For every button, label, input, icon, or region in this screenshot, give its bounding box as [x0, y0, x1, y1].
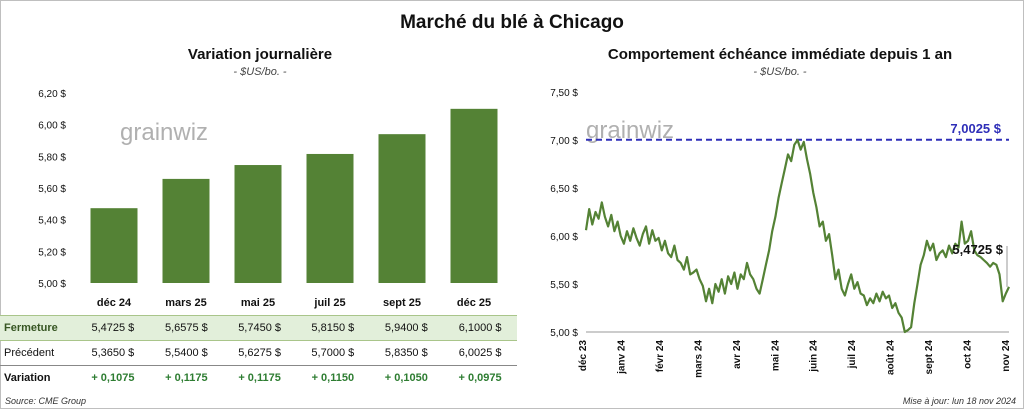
x-tick-label: sept 24 [924, 340, 935, 375]
y-tick-label: 5,00 $ [550, 328, 578, 339]
table-row-close: Fermeture 5,4725 $ 5,6575 $ 5,7450 $ 5,8… [0, 315, 517, 341]
table-cell: + 0,1075 [91, 372, 135, 384]
right-chart-title: Comportement échéance immédiate depuis 1… [607, 46, 953, 63]
left-chart-unit: - $US/bo. - [233, 66, 287, 78]
row-label: Précédent [0, 340, 76, 366]
bar-chart: grainwiz 5,00 $ 5,20 $ 5,40 $ 5,60 $ 5,80 $ 6… [38, 89, 498, 309]
table-cell: + 0,0975 [458, 372, 502, 384]
table-cell: + 0,1175 [238, 372, 281, 384]
x-tick-label: août 24 [886, 340, 897, 375]
source-note: Source: CME Group [5, 396, 87, 406]
price-table: Fermeture 5,4725 $ 5,6575 $ 5,7450 $ 5,8… [0, 315, 517, 390]
x-tick-label: juil 25 [313, 297, 345, 309]
x-tick-label: mars 25 [165, 297, 207, 309]
page-title: Marché du blé à Chicago [400, 12, 624, 33]
last-price-label: 5,4725 $ [952, 242, 1003, 257]
y-tick-label: 7,50 $ [550, 88, 578, 99]
y-tick-label: 6,00 $ [38, 121, 66, 132]
x-tick-label: févr 24 [655, 340, 666, 373]
table-cell: 5,5400 $ [149, 340, 223, 366]
x-tick-label: avr 24 [732, 340, 743, 369]
y-tick-label: 6,50 $ [550, 184, 578, 195]
x-tick-label: oct 24 [963, 340, 974, 369]
x-tick-label: sept 25 [383, 297, 421, 309]
y-tick-label: 6,00 $ [550, 232, 578, 243]
x-tick-label: mai 24 [770, 340, 781, 372]
table-cell: + 0,1175 [165, 372, 208, 384]
y-tick-label: 7,00 $ [550, 136, 578, 147]
table-cell: 5,6275 $ [222, 340, 297, 366]
bar [162, 178, 210, 283]
table-cell: 5,8150 $ [296, 315, 370, 341]
x-tick-label: mai 25 [241, 297, 275, 309]
watermark-logo: grainwiz [120, 119, 208, 146]
row-label: Variation [4, 372, 51, 384]
bar [306, 153, 354, 283]
x-tick-label: déc 24 [97, 297, 132, 309]
row-label: Fermeture [0, 315, 76, 341]
right-chart-unit: - $US/bo. - [753, 66, 807, 78]
x-tick-label: nov 24 [1001, 340, 1012, 372]
x-tick-label: mars 24 [693, 340, 704, 378]
x-tick-label: juil 24 [847, 340, 858, 370]
x-tick-label: janv 24 [616, 340, 627, 375]
table-cell: 6,0025 $ [443, 340, 517, 366]
bar [378, 134, 426, 283]
y-tick-label: 5,50 $ [550, 280, 578, 291]
line-chart: grainwiz 5,00 $5,50 $6,00 $6,50 $7,00 $7… [550, 88, 1012, 378]
y-tick-label: 5,40 $ [38, 216, 66, 227]
table-cell: 5,7450 $ [222, 315, 297, 341]
x-tick-label: déc 25 [457, 297, 491, 309]
update-note: Mise à jour: lun 18 nov 2024 [902, 396, 1016, 406]
bar [234, 165, 282, 283]
y-tick-label: 5,00 $ [38, 279, 66, 290]
x-tick-label: juin 24 [809, 340, 820, 373]
y-tick-label: 5,80 $ [38, 152, 66, 163]
table-row-variation: Variation + 0,1075 + 0,1175 + 0,1175 + 0… [0, 366, 517, 391]
reference-line-label: 7,0025 $ [950, 121, 1001, 136]
table-cell: 5,7000 $ [296, 340, 370, 366]
left-chart-title: Variation journalière [187, 46, 333, 63]
table-cell: 5,8350 $ [369, 340, 444, 366]
table-cell: 5,9400 $ [369, 315, 444, 341]
table-cell: + 0,1050 [384, 372, 428, 384]
table-cell: 5,6575 $ [149, 315, 223, 341]
bar [450, 108, 498, 283]
table-cell: + 0,1150 [311, 372, 355, 384]
table-cell: 6,1000 $ [443, 315, 517, 341]
y-tick-label: 6,20 $ [38, 89, 66, 100]
price-series-line [584, 138, 1010, 334]
y-tick-label: 5,20 $ [38, 247, 66, 258]
bar [90, 208, 138, 283]
table-cell: 5,3650 $ [76, 340, 150, 366]
x-tick-label: déc 23 [578, 340, 589, 372]
table-cell: 5,4725 $ [76, 315, 150, 341]
table-row-previous: Précédent 5,3650 $ 5,5400 $ 5,6275 $ 5,7… [0, 340, 517, 366]
y-tick-label: 5,60 $ [38, 184, 66, 195]
